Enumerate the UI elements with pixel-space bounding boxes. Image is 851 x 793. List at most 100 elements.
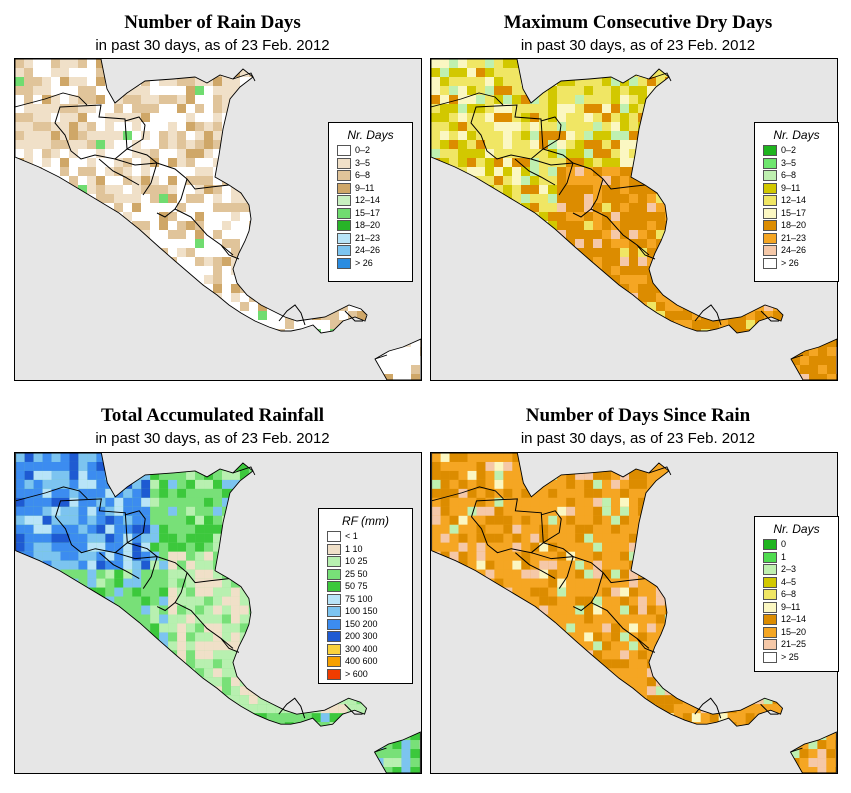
legend-item: 21–23 xyxy=(763,232,833,245)
country-border xyxy=(531,552,646,584)
legend-swatch xyxy=(763,232,777,244)
coastline xyxy=(15,466,387,753)
legend-label: 75 100 xyxy=(345,593,373,604)
legend-label: > 26 xyxy=(781,257,799,268)
country-border xyxy=(590,208,650,256)
panel-total-rainfall: Total Accumulated Rainfall in past 30 da… xyxy=(0,396,425,793)
legend-item: 9–11 xyxy=(337,182,407,195)
legend-label: 1 10 xyxy=(345,543,363,554)
legend-item: 9–11 xyxy=(763,601,833,614)
legend-swatch xyxy=(337,245,351,256)
legend-item: 15–20 xyxy=(763,626,833,639)
panel-title: Maximum Consecutive Dry Days xyxy=(503,12,773,33)
legend-swatch xyxy=(327,606,341,617)
map-canvas xyxy=(431,453,837,773)
legend-label: 3–5 xyxy=(781,157,797,168)
legend-label: 6–8 xyxy=(355,170,371,180)
legend-label: 2–3 xyxy=(781,564,797,574)
legend: RF (mm) < 1 1 10 10 25 25 50 50 75 75 100 100 … xyxy=(318,508,413,684)
legend-label: 0–2 xyxy=(781,145,797,155)
legend-label: 21–23 xyxy=(781,232,807,243)
country-border xyxy=(127,542,158,558)
coastline xyxy=(431,453,784,727)
legend-swatch xyxy=(763,626,777,638)
panel-days-since-rain: Number of Days Since Rain in past 30 day… xyxy=(425,396,851,793)
legend-label: 6–8 xyxy=(781,170,797,180)
country-border xyxy=(760,310,779,322)
coastline xyxy=(431,59,784,334)
legend-label: 150 200 xyxy=(345,618,378,629)
legend-title: Nr. Days xyxy=(773,522,820,536)
legend-item: 1 xyxy=(763,551,833,564)
legend-item: 21–25 xyxy=(763,639,833,651)
coastline xyxy=(15,59,368,334)
legend-swatch xyxy=(327,556,341,567)
legend-title: RF (mm) xyxy=(341,514,390,528)
legend-swatch xyxy=(337,145,351,156)
legend-item: > 600 xyxy=(327,668,397,681)
country-border xyxy=(558,556,574,589)
legend-label: 24–26 xyxy=(781,245,807,255)
country-border xyxy=(543,542,574,558)
panel-max-dry-days: Maximum Consecutive Dry Days in past 30 … xyxy=(425,0,851,396)
legend-swatch xyxy=(337,182,351,194)
legend-label: > 26 xyxy=(355,257,373,268)
legend-item: 18–20 xyxy=(763,220,833,232)
coastline xyxy=(15,453,368,727)
legend-label: 6–8 xyxy=(781,589,797,599)
legend-title: Nr. Days xyxy=(347,128,394,142)
legend-label: 15–17 xyxy=(781,207,807,218)
legend-item: > 26 xyxy=(763,257,833,270)
legend-swatch xyxy=(763,589,777,600)
legend-swatch xyxy=(327,531,341,542)
legend-swatch xyxy=(763,195,777,206)
country-border xyxy=(54,498,128,554)
legend-label: 1 xyxy=(781,551,787,562)
legend: Nr. Days 0–2 3–5 6–8 9–11 12–14 15–17 18–20 21–… xyxy=(754,122,839,282)
legend-label: 12–14 xyxy=(781,195,807,205)
coastline xyxy=(789,731,837,773)
legend-swatch xyxy=(327,643,341,655)
legend-swatch xyxy=(763,614,777,625)
legend-label: > 25 xyxy=(781,651,799,662)
panel-subtitle: in past 30 days, as of 23 Feb. 2012 xyxy=(520,37,756,54)
legend-label: 21–25 xyxy=(781,639,807,649)
legend-swatch xyxy=(763,182,777,194)
legend-swatch xyxy=(763,651,777,663)
legend-item: 75 100 xyxy=(327,593,397,606)
legend-item: > 26 xyxy=(337,257,407,270)
country-border xyxy=(98,158,140,186)
legend-label: > 600 xyxy=(345,668,368,679)
legend-label: 12–14 xyxy=(355,195,381,205)
legend-swatch xyxy=(327,568,341,580)
legend-label: 300 400 xyxy=(345,643,378,654)
country-border xyxy=(590,602,650,649)
legend-swatch xyxy=(327,593,341,605)
country-border xyxy=(142,556,158,589)
coastline xyxy=(431,466,803,753)
country-border xyxy=(125,510,146,544)
legend-swatch xyxy=(763,601,777,613)
country-border xyxy=(542,148,574,164)
panel-rain-days: Number of Rain Days in past 30 days, as … xyxy=(0,0,425,396)
legend-item: 4–5 xyxy=(763,576,833,589)
legend-item: 3–5 xyxy=(337,157,407,170)
legend-swatch xyxy=(337,157,351,169)
legend-swatch xyxy=(337,195,351,206)
legend-item: 0–2 xyxy=(763,145,833,157)
legend-label: 3–5 xyxy=(355,157,371,168)
country-border xyxy=(541,510,562,544)
legend-swatch xyxy=(337,232,351,244)
country-border xyxy=(344,310,363,322)
legend-item: 25 50 xyxy=(327,568,397,581)
legend-swatch xyxy=(327,631,341,642)
legend-swatch xyxy=(327,543,341,555)
legend-item: 0–2 xyxy=(337,145,407,157)
legend-swatch xyxy=(763,551,777,563)
legend-item: 6–8 xyxy=(763,589,833,601)
legend-swatch xyxy=(337,257,351,269)
legend-label: 9–11 xyxy=(781,601,801,612)
country-border xyxy=(142,162,158,196)
legend-item: 3–5 xyxy=(763,157,833,170)
legend-label: 12–14 xyxy=(781,614,807,624)
